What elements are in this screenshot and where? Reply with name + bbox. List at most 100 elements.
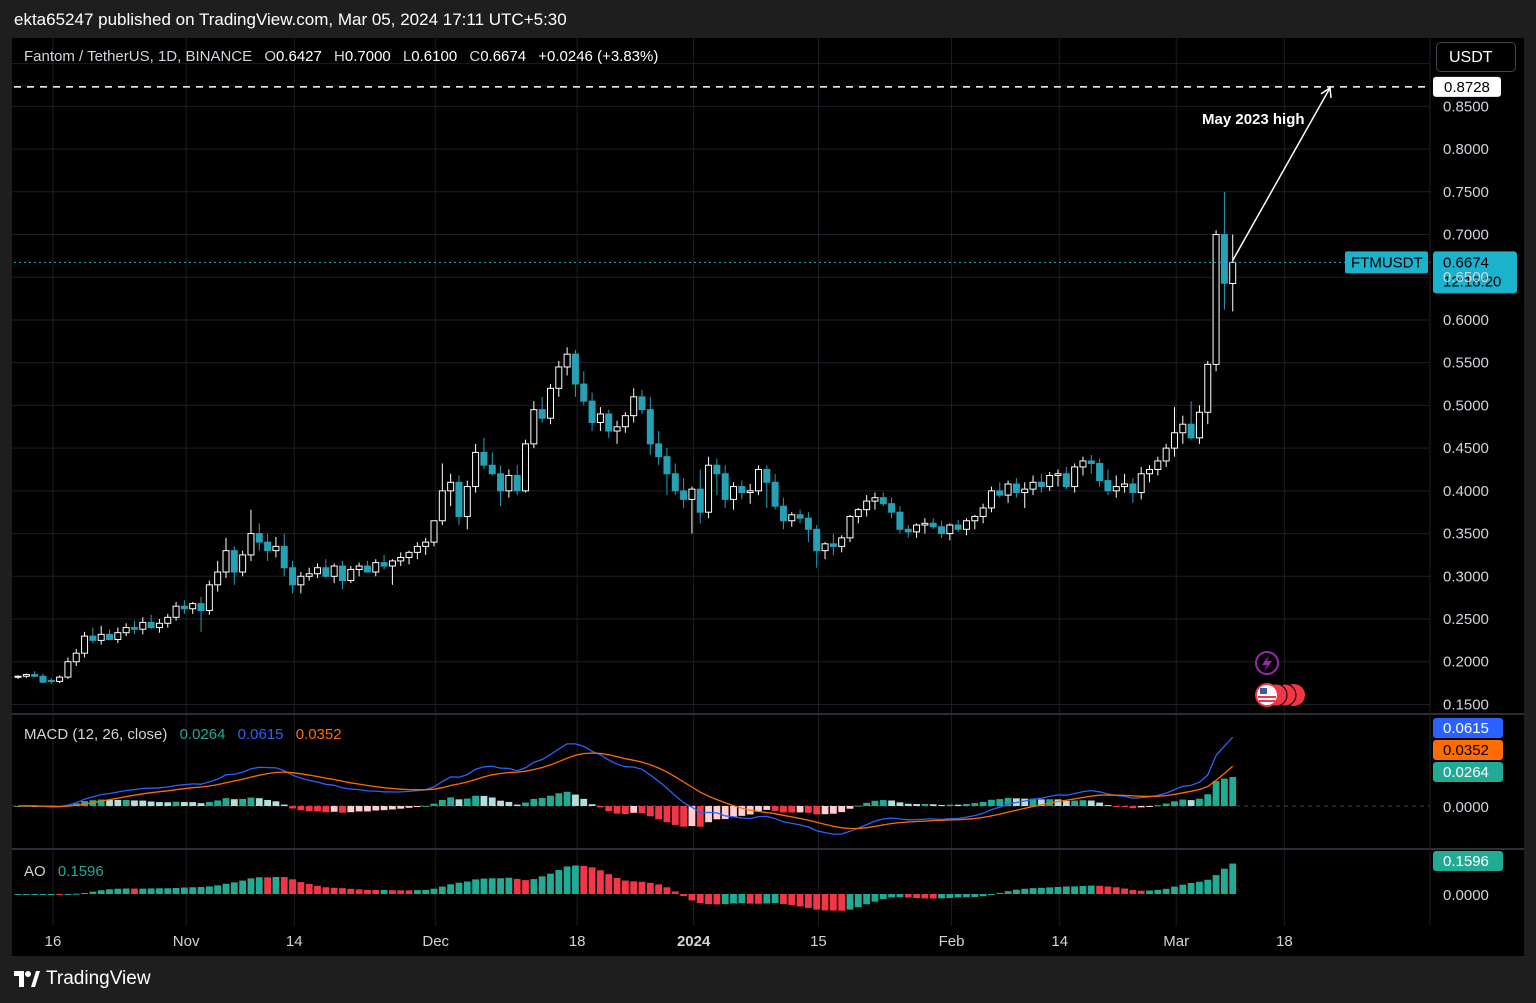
- ao-histogram-bar: [1029, 888, 1037, 894]
- resistance-tag-label: 0.8728: [1444, 79, 1490, 96]
- macd-legend[interactable]: MACD (12, 26, close) 0.0264 0.0615 0.035…: [24, 726, 342, 743]
- annotation-arrowhead: [1320, 86, 1332, 98]
- ao-histogram-bar: [413, 890, 421, 894]
- ao-histogram-bar: [1162, 888, 1170, 894]
- symbol-info[interactable]: Fantom / TetherUS, 1D, BINANCE O0.6427 H…: [24, 48, 658, 65]
- price-tick-label: 0.3000: [1443, 568, 1489, 585]
- ao-histogram-bar: [1187, 882, 1195, 894]
- ao-histogram-bar: [389, 890, 396, 894]
- macd-histogram-bar: [904, 803, 912, 806]
- candle-body: [488, 464, 496, 475]
- macd-histogram-bar: [522, 802, 529, 806]
- currency-button[interactable]: USDT: [1436, 42, 1516, 72]
- ao-histogram-bar: [1087, 885, 1095, 894]
- macd-histogram-bar: [1171, 801, 1178, 806]
- macd-histogram-bar: [1112, 806, 1120, 807]
- candle-body: [1112, 486, 1120, 492]
- candle-body: [921, 522, 929, 526]
- candle-body: [455, 481, 463, 517]
- candle-body: [871, 497, 879, 502]
- ao-histogram-bar: [871, 894, 879, 902]
- macd-histogram-bar: [189, 802, 197, 806]
- macd-histogram-bar: [888, 800, 895, 806]
- candle-body: [962, 520, 970, 530]
- ao-histogram-bar: [1071, 886, 1079, 894]
- price-tick-label: 0.5000: [1443, 397, 1489, 414]
- ao-histogram-bar: [139, 888, 147, 894]
- ao-histogram-bar: [189, 887, 197, 894]
- ao-histogram-bar: [314, 885, 321, 894]
- candle-body: [14, 675, 22, 678]
- ao-histogram-bar: [1013, 889, 1020, 894]
- header-bar: ekta65247 published on TradingView.com, …: [0, 0, 1536, 38]
- macd-histogram-bar: [463, 798, 471, 806]
- candle-body: [505, 474, 513, 492]
- candle-body: [671, 473, 679, 492]
- ao-histogram-bar: [397, 890, 405, 894]
- price-tick-label: 0.6500: [1443, 269, 1489, 286]
- ao-histogram-bar: [896, 894, 904, 898]
- macd-histogram-bar: [339, 806, 346, 813]
- tradingview-logo-text: TradingView: [46, 968, 151, 989]
- candle-body: [430, 520, 438, 543]
- candle-body: [563, 353, 571, 368]
- macd-histogram-bar: [280, 804, 288, 806]
- macd-histogram-bar: [247, 797, 255, 806]
- ao-histogram-bar: [230, 882, 238, 894]
- macd-title: MACD (12, 26, close): [24, 726, 167, 743]
- time-tick-label: 18: [1276, 933, 1293, 950]
- ao-value: 0.1596: [58, 863, 104, 880]
- macd-histogram-bar: [197, 803, 205, 806]
- candle-body: [372, 562, 380, 573]
- ao-histogram-bar: [513, 878, 521, 894]
- ao-zero-label: 0.0000: [1443, 887, 1489, 904]
- candle-body: [272, 545, 280, 552]
- candle-body: [480, 451, 488, 466]
- ao-histogram-bar: [1179, 884, 1187, 894]
- ao-histogram-bar: [106, 889, 113, 894]
- candle-body: [422, 541, 430, 547]
- tradingview-logo[interactable]: TradingView: [14, 968, 151, 990]
- candle-body: [1146, 468, 1154, 475]
- price-tag-value: 0.6674: [1443, 254, 1489, 271]
- candle-body: [979, 507, 987, 517]
- ao-histogram-bar: [988, 894, 995, 895]
- macd-histogram-bar: [1071, 800, 1079, 806]
- time-tick-label: 2024: [677, 933, 711, 950]
- macd-histogram-bar: [996, 799, 1004, 806]
- candle-body: [347, 568, 355, 582]
- macd-histogram-bar: [913, 804, 920, 806]
- macd-histogram-bar: [1187, 800, 1195, 806]
- ao-histogram-bar: [738, 894, 746, 904]
- ao-histogram-bar: [538, 876, 546, 894]
- time-tick-label: 16: [45, 933, 62, 950]
- ao-legend[interactable]: AO 0.1596: [24, 863, 104, 880]
- candle-body: [72, 652, 80, 663]
- candle-body: [1104, 480, 1112, 492]
- candle-body: [472, 451, 480, 488]
- candle-body: [1204, 363, 1212, 413]
- price-tag-countdown: 12:18:20: [1443, 273, 1501, 290]
- macd-histogram-bar: [971, 803, 979, 806]
- close-value: 0.6674: [480, 48, 526, 65]
- macd-histogram-bar: [230, 799, 238, 806]
- macd-histogram-bar: [455, 799, 463, 806]
- ao-histogram-bar: [904, 894, 912, 898]
- macd-histogram-bar: [1221, 778, 1228, 806]
- macd-layer: [12, 736, 1430, 835]
- ao-histogram-bar: [946, 894, 954, 898]
- events[interactable]: [1255, 651, 1305, 707]
- ao-histogram-bar: [156, 888, 163, 894]
- macd-histogram-bar: [1196, 798, 1203, 806]
- grid-layer: [12, 38, 1430, 926]
- candle-body: [863, 500, 871, 511]
- candle-body: [530, 409, 538, 445]
- candle-body: [1195, 411, 1203, 439]
- macd-histogram-bar: [255, 798, 263, 806]
- macd-histogram-bar: [472, 795, 479, 806]
- ao-histogram-bar: [996, 892, 1004, 894]
- macd-histogram-bar: [621, 806, 629, 815]
- macd-histogram-bar: [297, 806, 305, 811]
- candle-body: [779, 505, 787, 522]
